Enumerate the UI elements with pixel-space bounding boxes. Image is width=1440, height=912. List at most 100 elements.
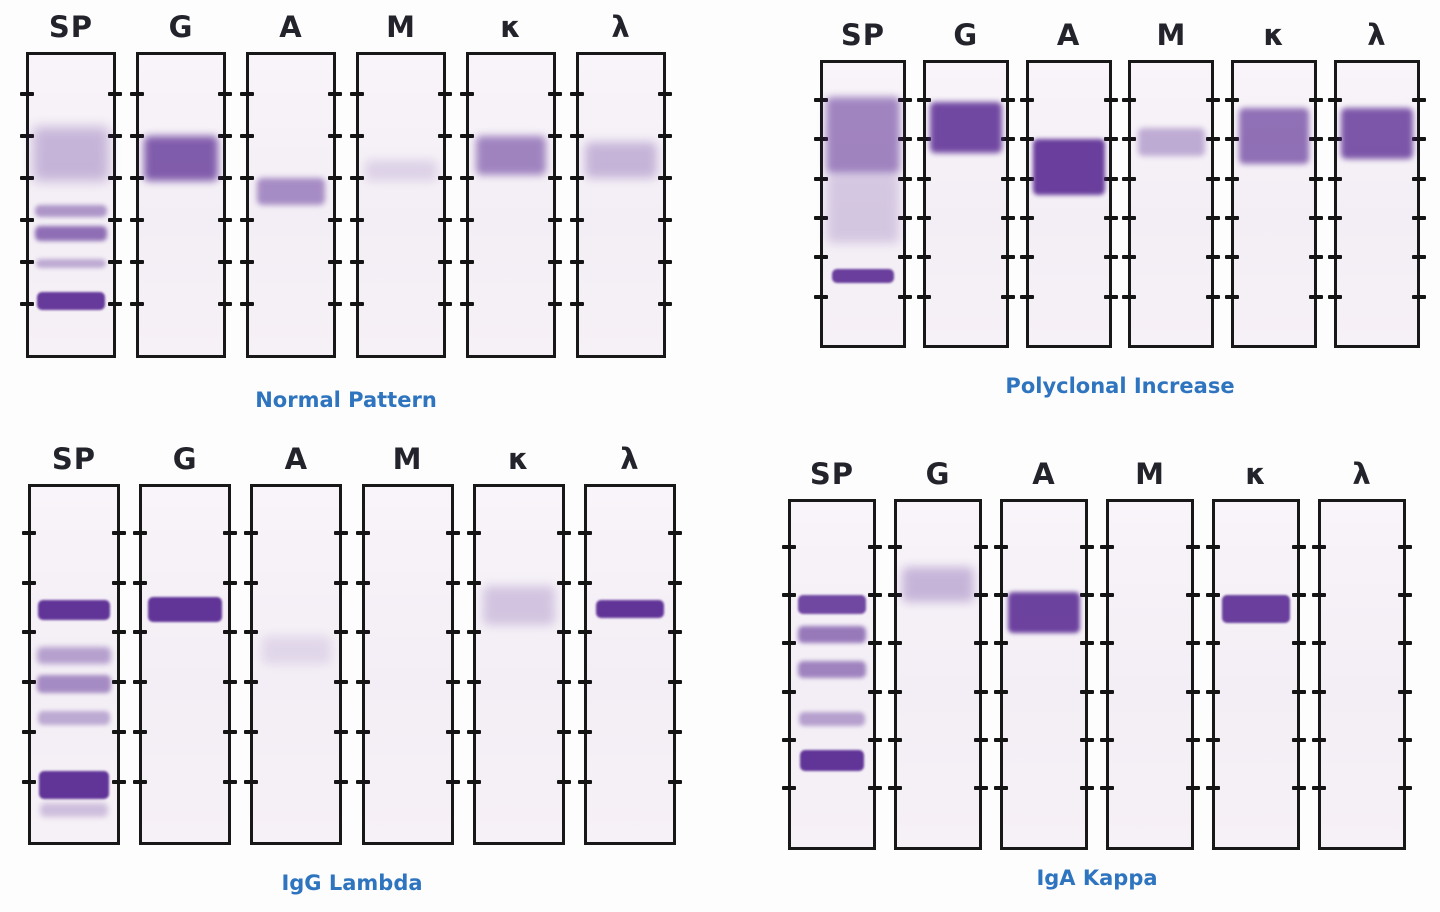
lane-label: SP bbox=[48, 10, 94, 44]
calibration-tick bbox=[355, 680, 370, 685]
calibration-tick bbox=[974, 689, 988, 694]
gel-strip bbox=[355, 483, 460, 845]
calibration-tick bbox=[994, 737, 1008, 742]
protein-band bbox=[144, 135, 218, 181]
lane-label: M bbox=[392, 442, 423, 476]
calibration-tick bbox=[658, 259, 672, 264]
calibration-tick bbox=[445, 779, 460, 784]
calibration-tick bbox=[1411, 176, 1426, 181]
lane-M: M bbox=[1122, 19, 1221, 348]
lane-λ: λ bbox=[1312, 457, 1412, 850]
calibration-tick bbox=[898, 294, 912, 299]
calibration-tick bbox=[1100, 641, 1114, 646]
calibration-tick bbox=[334, 779, 349, 784]
calibration-tick bbox=[868, 593, 882, 598]
protein-band bbox=[827, 172, 899, 244]
calibration-tick bbox=[888, 737, 902, 742]
calibration-tick bbox=[112, 630, 126, 635]
calibration-tick bbox=[868, 737, 882, 742]
calibration-tick bbox=[1312, 786, 1326, 791]
calibration-tick bbox=[1206, 294, 1221, 299]
calibration-tick bbox=[1186, 689, 1200, 694]
calibration-tick bbox=[1206, 255, 1221, 260]
lane-label: SP bbox=[840, 18, 886, 52]
protein-band bbox=[1137, 127, 1205, 156]
calibration-tick bbox=[1312, 737, 1326, 742]
lane-label: SP bbox=[809, 457, 855, 491]
calibration-tick bbox=[350, 301, 364, 306]
calibration-tick bbox=[1019, 97, 1034, 102]
lane-label: κ bbox=[1263, 18, 1285, 52]
calibration-tick bbox=[1411, 255, 1426, 260]
lane-label: M bbox=[1135, 457, 1165, 491]
calibration-tick bbox=[556, 630, 571, 635]
calibration-tick bbox=[1206, 786, 1220, 791]
calibration-tick bbox=[1100, 689, 1114, 694]
gel-strip bbox=[20, 51, 122, 358]
calibration-tick bbox=[1206, 737, 1220, 742]
calibration-tick bbox=[1292, 544, 1306, 549]
calibration-tick bbox=[577, 630, 592, 635]
lane-κ: κ bbox=[1225, 18, 1324, 348]
calibration-tick bbox=[974, 593, 988, 598]
lane-M: M bbox=[1100, 457, 1200, 850]
calibration-tick bbox=[974, 786, 988, 791]
gel-strip bbox=[350, 51, 452, 358]
calibration-tick bbox=[445, 580, 460, 585]
calibration-tick bbox=[782, 786, 796, 791]
lane-label: A bbox=[279, 10, 303, 44]
lane-label: SP bbox=[51, 442, 97, 476]
gel-strip bbox=[916, 59, 1015, 348]
calibration-tick bbox=[916, 97, 931, 102]
calibration-tick bbox=[20, 175, 34, 180]
gel-strip bbox=[22, 483, 126, 845]
calibration-tick bbox=[577, 580, 592, 585]
calibration-tick bbox=[130, 259, 144, 264]
protein-band bbox=[901, 567, 975, 602]
calibration-tick bbox=[1327, 176, 1342, 181]
calibration-tick bbox=[108, 217, 122, 222]
lane-A: A bbox=[244, 443, 349, 845]
calibration-tick bbox=[888, 593, 902, 598]
calibration-tick bbox=[1292, 641, 1306, 646]
calibration-tick bbox=[1080, 593, 1094, 598]
calibration-tick bbox=[240, 259, 254, 264]
calibration-tick bbox=[133, 531, 148, 536]
lane-label: λ bbox=[1352, 457, 1372, 491]
calibration-tick bbox=[916, 294, 931, 299]
calibration-tick bbox=[916, 137, 931, 142]
calibration-tick bbox=[1100, 737, 1114, 742]
calibration-tick bbox=[438, 301, 452, 306]
calibration-tick bbox=[556, 580, 571, 585]
calibration-tick bbox=[1000, 137, 1015, 142]
calibration-tick bbox=[466, 630, 481, 635]
gel-strip bbox=[133, 483, 238, 845]
calibration-tick bbox=[667, 779, 682, 784]
calibration-tick bbox=[130, 175, 144, 180]
calibration-tick bbox=[1100, 593, 1114, 598]
gel-strip bbox=[1225, 59, 1324, 348]
calibration-tick bbox=[898, 97, 912, 102]
lane-λ: λ bbox=[570, 10, 672, 358]
lane-label: λ bbox=[611, 10, 631, 44]
protein-band bbox=[1222, 595, 1290, 623]
calibration-tick bbox=[570, 217, 584, 222]
calibration-tick bbox=[888, 786, 902, 791]
calibration-tick bbox=[328, 175, 342, 180]
calibration-tick bbox=[782, 689, 796, 694]
calibration-tick bbox=[1019, 255, 1034, 260]
calibration-tick bbox=[22, 630, 36, 635]
calibration-tick bbox=[1312, 593, 1326, 598]
protein-band bbox=[797, 660, 867, 678]
calibration-tick bbox=[1000, 97, 1015, 102]
calibration-tick bbox=[1080, 689, 1094, 694]
calibration-tick bbox=[355, 531, 370, 536]
calibration-tick bbox=[133, 779, 148, 784]
protein-band bbox=[38, 770, 110, 800]
calibration-tick bbox=[223, 729, 238, 734]
